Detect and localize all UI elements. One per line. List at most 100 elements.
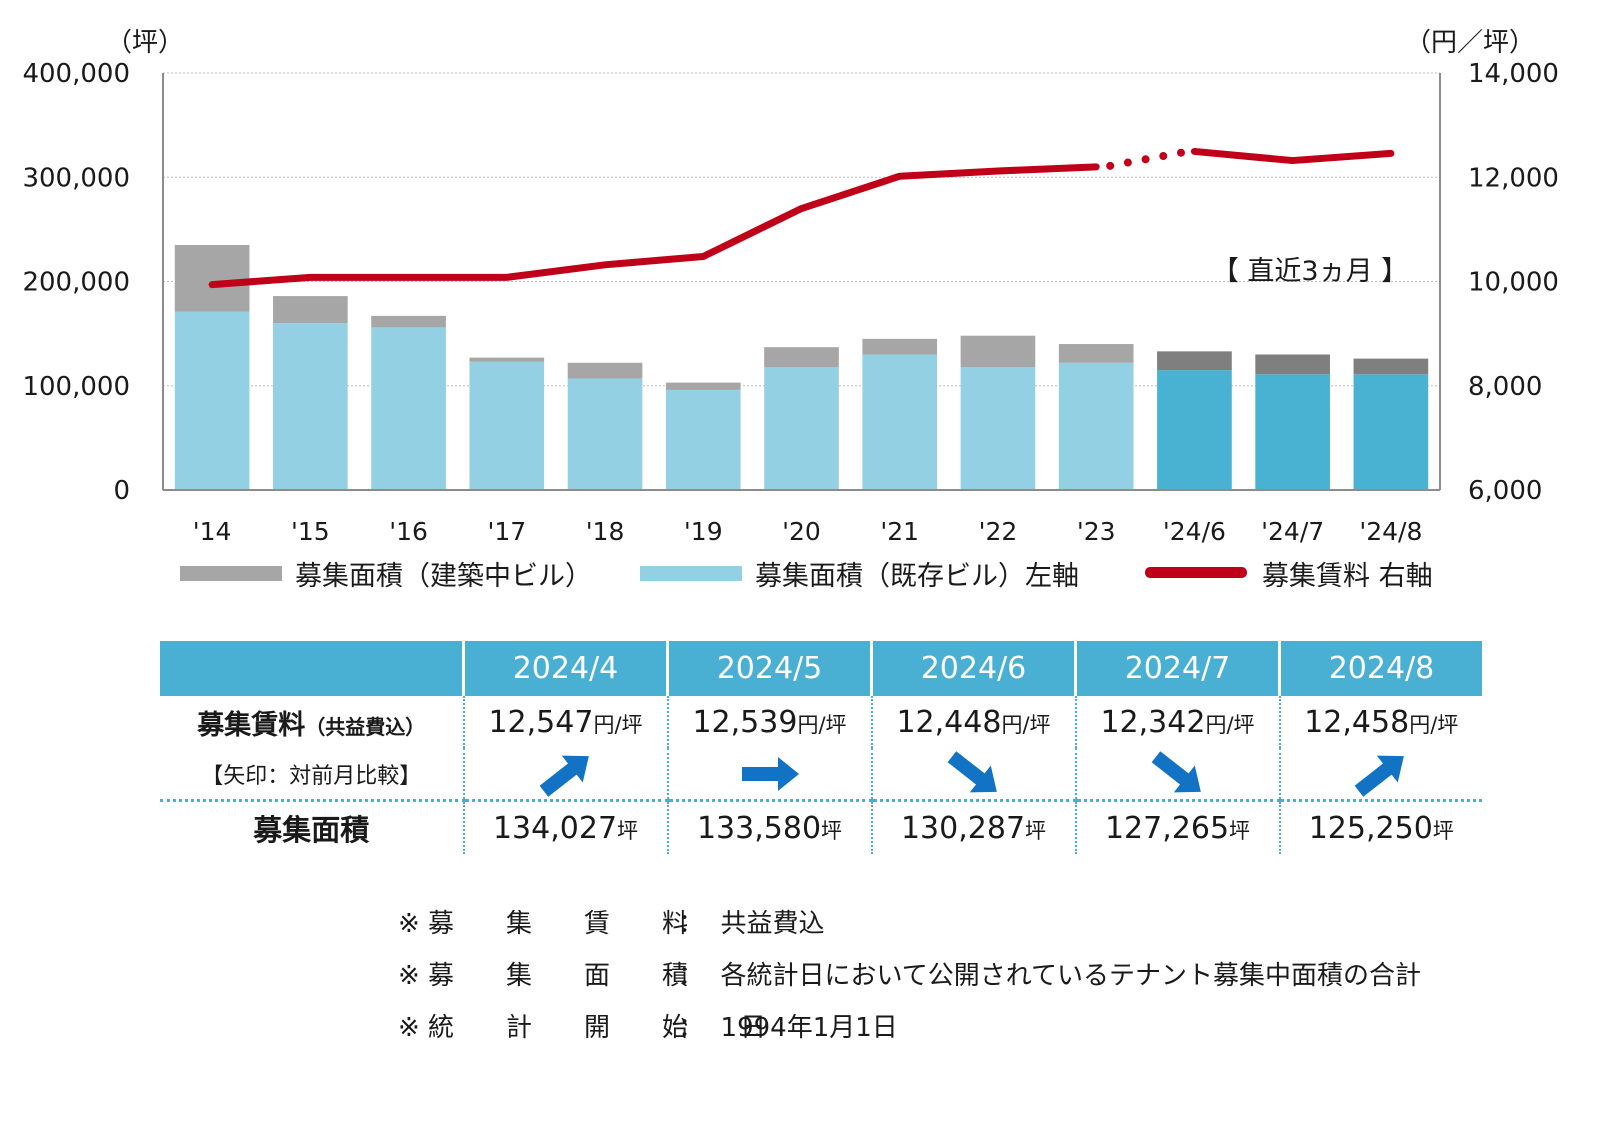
arrow-cell [666,748,872,801]
arrow-cell [1074,748,1280,801]
arrow-cell [1278,748,1482,801]
bar-existing [1353,374,1429,490]
table-row-arrows: 【矢印：対前月比較】 [160,748,1482,801]
right-axis-tick-label: 6,000 [1468,476,1542,506]
bar-existing [273,323,348,490]
category-tick-label: '15 [291,517,330,546]
area-row-label: 募集面積 [160,799,464,854]
summary-table: 2024/4 2024/5 2024/6 2024/7 2024/8 募集賃料（… [160,641,1482,854]
area-cell: 125,250坪 [1278,799,1482,854]
bar-existing [1255,374,1330,490]
left-axis-tick-label: 400,000 [22,59,130,89]
bar-series [174,245,1429,490]
bar-existing [665,389,741,490]
legend-label-rent: 募集賃料 右軸 [1262,561,1433,592]
grid-lines [163,72,1440,387]
legend: 募集面積（建築中ビル） 募集面積（既存ビル）左軸 募集賃料 右軸 [180,561,1433,592]
bar-construction [1353,358,1429,375]
category-tick-label: '19 [684,517,723,546]
rent-unit: 円/坪 [1205,712,1255,737]
bar-construction [862,338,938,355]
area-unit: 坪 [617,818,639,843]
footnote-key: ※ 募 集 賃 料 [398,909,689,939]
right-axis-tick-label: 12,000 [1468,163,1559,193]
legend-swatch-rent [1145,567,1247,578]
right-axis-tick-label: 14,000 [1468,59,1559,89]
area-value: 127,265 [1104,810,1230,846]
bar-existing [960,366,1036,490]
category-tick-label: '20 [782,517,821,546]
category-tick-label: '14 [193,517,232,546]
arrow-shape [741,756,799,791]
rent-unit: 円/坪 [593,712,643,737]
rent-label: 募集賃料 [197,709,306,741]
arrow-cell [462,748,668,801]
trend-arrow-icon [1354,755,1405,797]
category-tick-label: '24/8 [1359,517,1422,546]
area-value: 134,027 [492,810,618,846]
legend-swatch-existing [640,566,742,581]
bar-construction [665,382,741,390]
right-axis-unit: （円／坪） [1405,28,1535,58]
bar-existing [174,311,250,490]
bar-existing [1157,370,1232,490]
rent-unit: 円/坪 [1001,712,1051,737]
trend-arrow-icon [947,750,997,792]
category-tick-label: '17 [487,517,526,546]
category-tick-label: '24/6 [1163,517,1226,546]
arrow-row-label: 【矢印：対前月比較】 [201,763,422,789]
bar-existing [567,378,643,490]
rent-value: 12,547 [488,704,594,740]
footnote-value: 1994年1月1日 [720,1013,898,1043]
area-unit: 坪 [821,818,843,843]
left-axis-tick-label: 300,000 [22,163,130,193]
footnote: ※ 募 集 賃 料： 共益費込 [398,898,1421,950]
table-header-month: 2024/7 [1074,641,1280,696]
left-axis-tick-label: 100,000 [22,372,130,402]
category-tick-label: '23 [1077,517,1116,546]
area-unit: 坪 [1229,818,1251,843]
legend-label-existing: 募集面積（既存ビル）左軸 [755,561,1079,592]
arrow-cell [870,748,1076,801]
footnote-value: 各統計日において公開されているテナント募集中面積の合計 [720,961,1421,991]
rent-label-note: （共益費込） [305,714,426,739]
footnotes: ※ 募 集 賃 料： 共益費込 ※ 募 集 面 積 ： 各統計日において公開されて… [398,898,1421,1054]
bar-existing [469,361,545,490]
table-header-row: 2024/4 2024/5 2024/6 2024/7 2024/8 [160,641,1482,696]
bar-construction [273,296,348,324]
arrow-shape [1151,750,1201,792]
footnote-key: ※ 募 集 面 積 [398,961,689,991]
recent-months-annotation: 【 直近3ヵ月 】 [1212,256,1408,287]
table-header-blank [160,641,464,696]
legend-swatch-construction [180,566,282,581]
rent-cell: 12,342円/坪 [1074,696,1280,748]
bar-construction [567,362,643,379]
area-unit: 坪 [1025,818,1047,843]
bar-existing [862,354,938,490]
area-cell: 133,580坪 [666,799,872,854]
footnote-sep: ： [678,1013,705,1043]
bar-existing [1058,362,1134,490]
arrow-shape [539,755,589,797]
table-header-month: 2024/8 [1278,641,1482,696]
rent-line-annual [208,163,1100,289]
bar-construction [764,347,839,367]
rent-value: 12,539 [692,704,798,740]
rent-value: 12,342 [1100,704,1206,740]
table-row-area: 募集面積 134,027坪 133,580坪 130,287坪 127,265坪… [160,799,1482,854]
footnote-value: 共益費込 [720,909,825,939]
rent-unit: 円/坪 [797,712,847,737]
area-value: 130,287 [900,810,1026,846]
right-axis-tick-label: 10,000 [1468,268,1559,298]
area-cell: 127,265坪 [1074,799,1280,854]
rent-area-chart: 0 100,000 200,000 300,000 400,000 6,000 8,000 1… [22,28,1559,592]
category-tick-label: '24/7 [1261,517,1324,546]
left-axis-tick-label: 0 [113,476,130,506]
table-header-month: 2024/6 [870,641,1076,696]
legend-label-construction: 募集面積（建築中ビル） [295,561,592,592]
rent-line-recent [1190,147,1395,165]
bar-construction [1058,344,1134,363]
category-tick-label: '22 [979,517,1018,546]
table-header-month: 2024/5 [666,641,872,696]
table-row-rent: 募集賃料（共益費込） 12,547円/坪 12,539円/坪 12,448円/坪… [160,696,1482,748]
